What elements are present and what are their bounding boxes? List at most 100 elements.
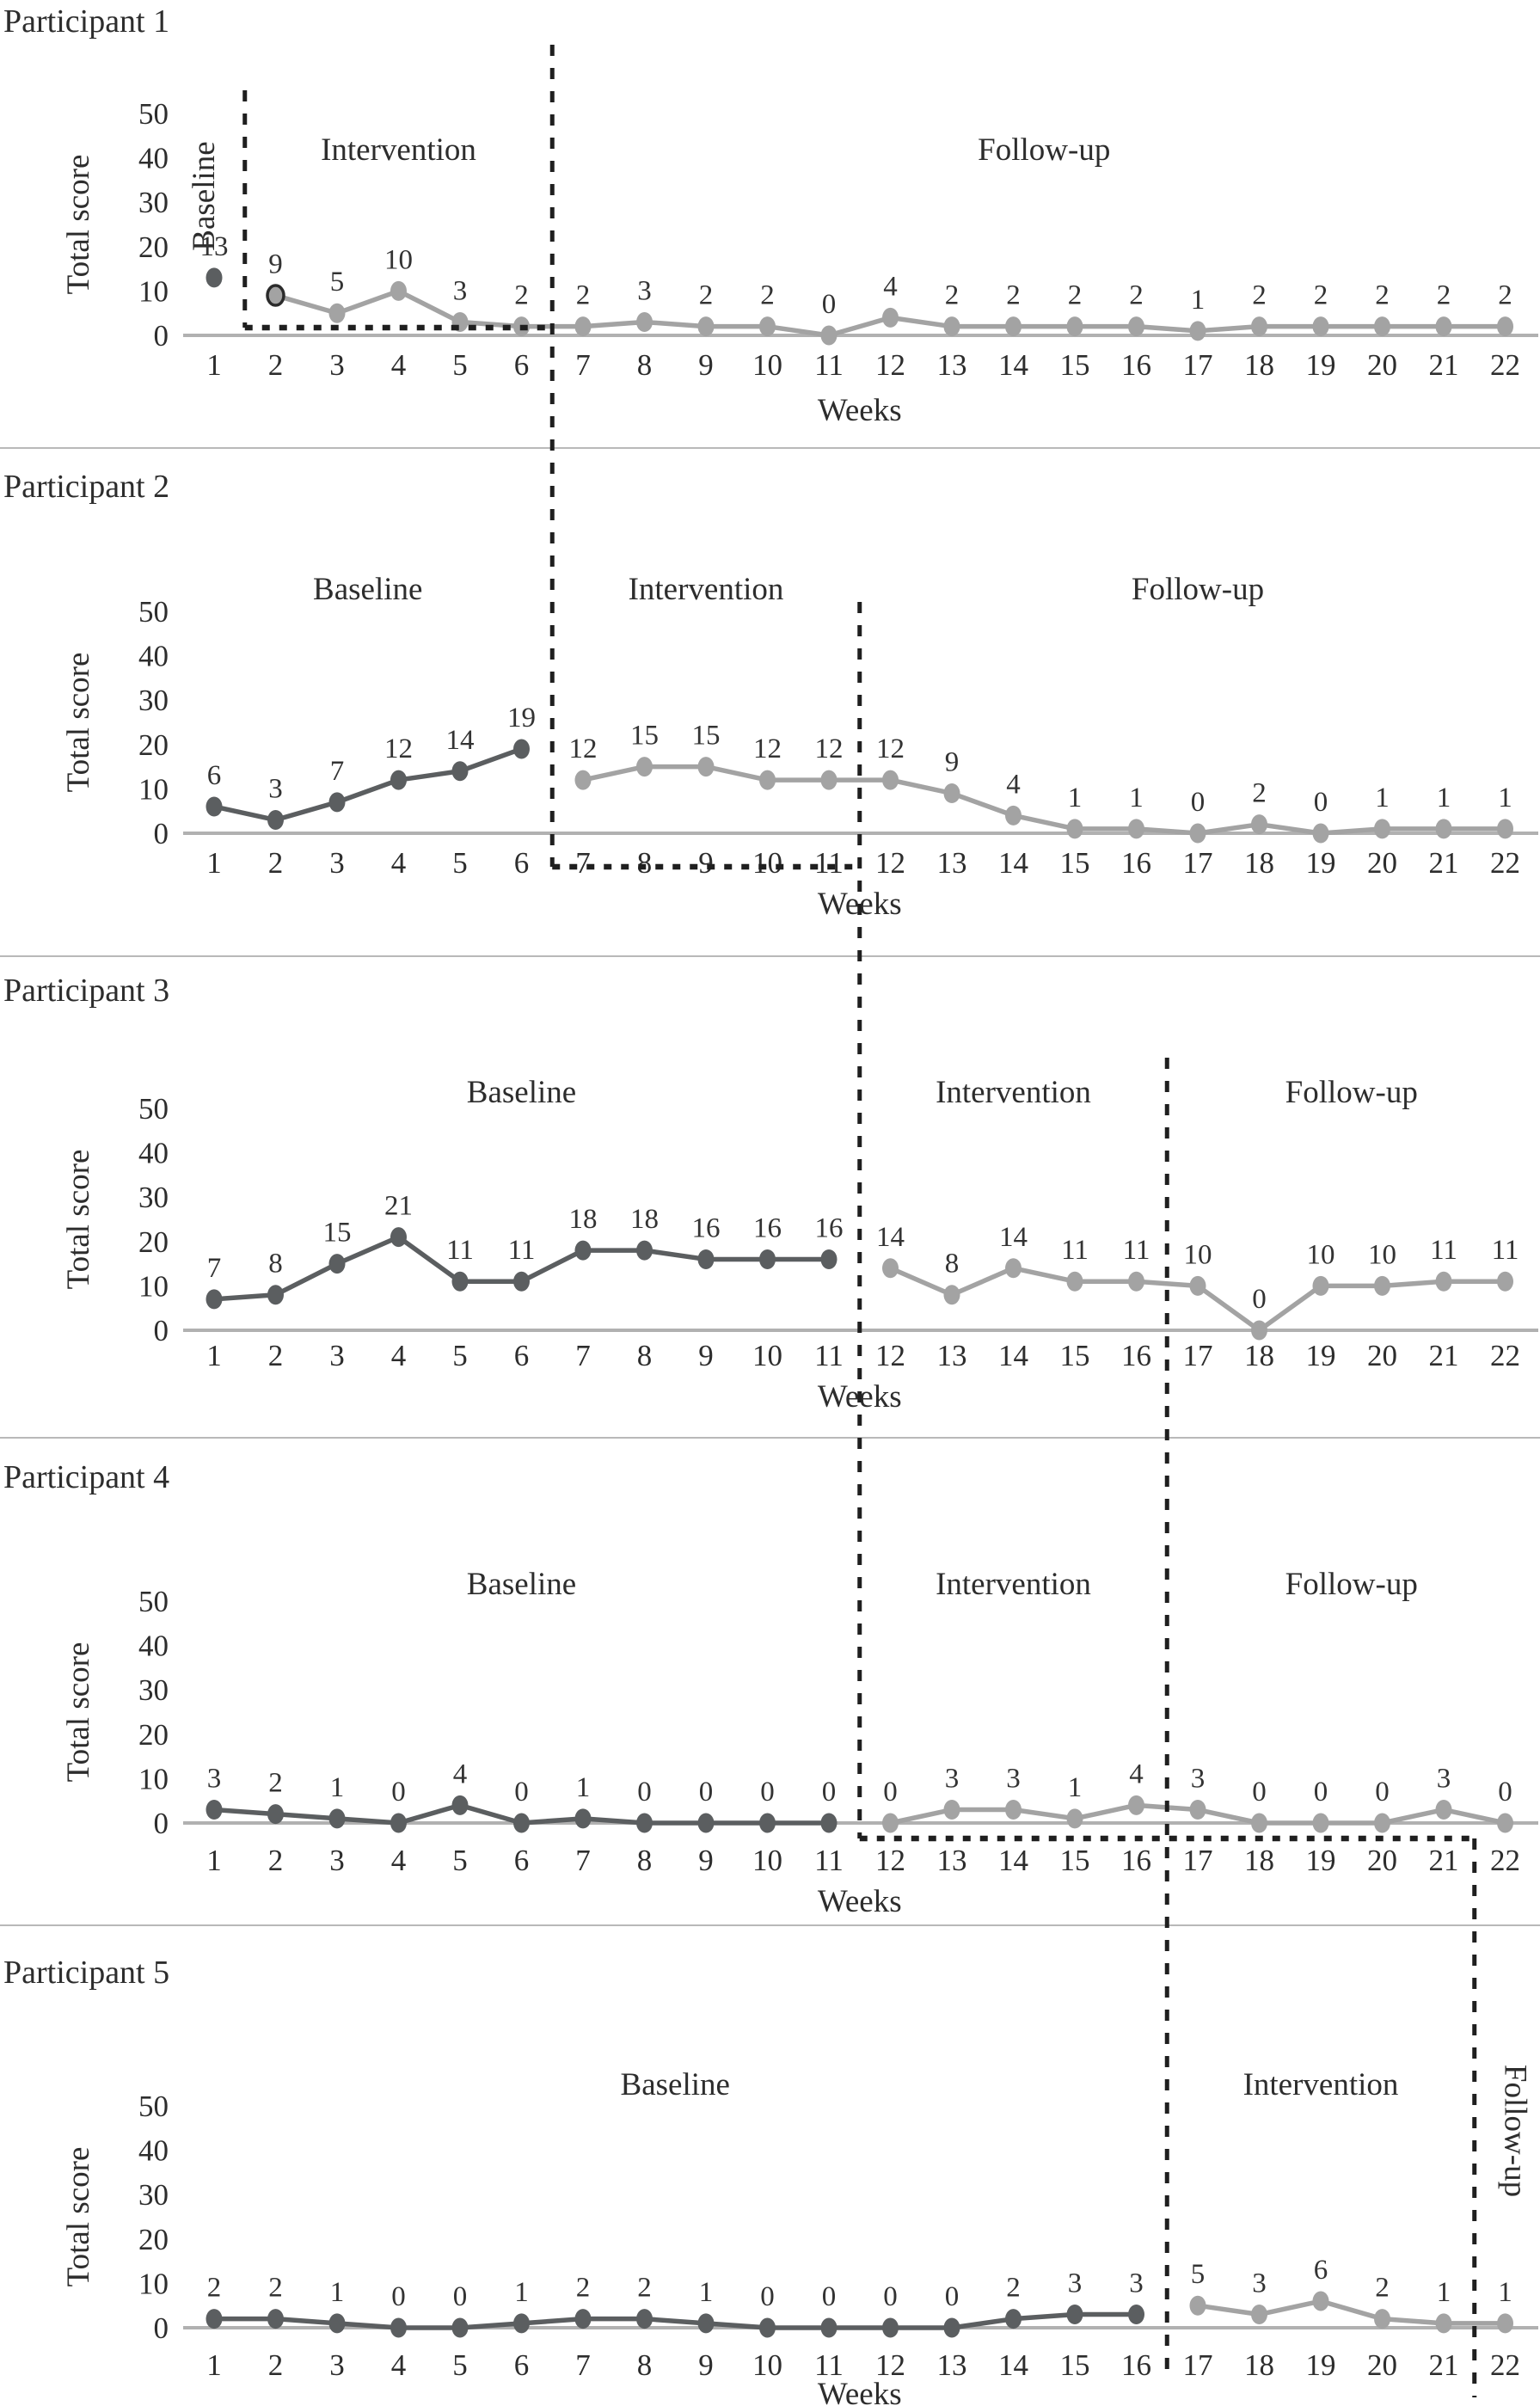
x-tick-label: 12: [875, 846, 905, 880]
post-series-point: [943, 1285, 960, 1305]
post-series-point: [1374, 1813, 1390, 1833]
baseline-series-point: [820, 2317, 837, 2338]
data-value-label: 2: [699, 280, 714, 311]
data-value-label: 1: [330, 1772, 345, 1803]
data-value-label: 11: [1123, 1235, 1150, 1266]
post-series-point: [1497, 1271, 1513, 1292]
data-value-label: 6: [1314, 2255, 1328, 2286]
x-tick-label: 15: [1060, 846, 1090, 880]
x-tick-label: 18: [1244, 348, 1274, 382]
post-series-point: [943, 783, 960, 804]
data-value-label: 12: [753, 733, 782, 764]
data-value-label: 2: [1068, 280, 1083, 311]
data-value-label: 2: [514, 280, 529, 311]
y-tick-label: 40: [138, 142, 169, 175]
x-tick-label: 11: [814, 2348, 844, 2382]
x-tick-label: 19: [1306, 846, 1336, 880]
baseline-series-point: [697, 2313, 715, 2334]
data-value-label: 14: [446, 725, 475, 756]
data-value-label: 0: [822, 2281, 837, 2312]
data-value-label: 15: [692, 721, 721, 752]
x-tick-label: 21: [1429, 1844, 1459, 1877]
data-value-label: 1: [1068, 783, 1083, 813]
x-tick-label: 20: [1367, 2348, 1397, 2382]
x-tick-label: 15: [1060, 1339, 1090, 1372]
baseline-series-line: [212, 2311, 1139, 2330]
data-value-label: 10: [1307, 1239, 1335, 1270]
post-series-point: [1435, 1800, 1452, 1820]
post-series-point: [1066, 1271, 1083, 1292]
data-value-label: 4: [453, 1758, 468, 1789]
post-series-point: [1005, 1800, 1022, 1820]
x-tick-label: 19: [1306, 1339, 1336, 1372]
data-value-label: 9: [945, 747, 960, 778]
x-tick-label: 1: [206, 1844, 222, 1877]
data-value-label: 8: [945, 1249, 960, 1280]
x-tick-label: 9: [698, 2348, 714, 2382]
data-value-label: 2: [207, 2273, 222, 2304]
x-tick-label: 6: [514, 1844, 530, 1877]
x-tick-label: 5: [452, 1339, 468, 1372]
y-tick-label: 10: [138, 2267, 169, 2300]
data-value-label: 16: [815, 1212, 844, 1243]
data-value-label: 0: [1191, 787, 1206, 818]
post-series-point: [1251, 1320, 1267, 1341]
x-tick-label: 17: [1183, 2348, 1213, 2382]
x-tick-label: 15: [1060, 2348, 1090, 2382]
phase-label: Follow-up: [1285, 1567, 1418, 1602]
x-tick-label: 22: [1490, 846, 1520, 880]
y-axis-title: Total score: [61, 1150, 96, 1290]
post-series-point: [1497, 316, 1513, 337]
phase-label: Intervention: [936, 1567, 1091, 1602]
baseline-series-point: [1005, 2309, 1022, 2329]
post-series-point: [266, 284, 285, 307]
data-value-label: 10: [1184, 1239, 1212, 1270]
x-tick-label: 22: [1490, 348, 1520, 382]
post-series-line: [1195, 2299, 1508, 2326]
x-tick-label: 7: [575, 846, 591, 880]
baseline-series-point: [574, 2309, 592, 2329]
post-series-point: [574, 770, 592, 790]
post-series-point: [882, 1258, 899, 1279]
x-tick-label: 18: [1244, 1844, 1274, 1877]
x-tick-label: 6: [514, 348, 530, 382]
phase-label-vertical: Follow-up: [1498, 2065, 1533, 2197]
data-value-label: 2: [945, 280, 960, 311]
data-value-label: 14: [876, 1222, 905, 1253]
x-tick-label: 18: [1244, 2348, 1274, 2382]
post-series-point: [1435, 316, 1452, 337]
data-value-label: 1: [514, 2277, 529, 2308]
y-tick-label: 50: [138, 1092, 169, 1126]
x-tick-label: 14: [998, 348, 1028, 382]
x-tick-label: 9: [698, 1339, 714, 1372]
y-tick-label: 30: [138, 186, 169, 219]
post-series-point: [1312, 1275, 1329, 1296]
phase-label: Intervention: [936, 1075, 1091, 1110]
y-tick-label: 20: [138, 1718, 169, 1752]
y-axis-title: Total score: [61, 1642, 96, 1783]
x-tick-label: 11: [814, 1339, 844, 1372]
baseline-series-point: [206, 1800, 223, 1820]
x-tick-label: 8: [637, 1844, 653, 1877]
baseline-series-point: [451, 761, 469, 782]
data-value-label: 8: [268, 1249, 283, 1280]
x-tick-label: 10: [752, 1339, 782, 1372]
x-axis-title: Weeks: [818, 1884, 902, 1919]
baseline-series-point: [390, 770, 407, 790]
data-value-label: 0: [1252, 1777, 1267, 1808]
post-series-point: [1312, 823, 1329, 844]
y-tick-label: 0: [154, 2311, 169, 2345]
post-series-point: [1435, 2313, 1452, 2334]
x-tick-label: 3: [329, 348, 345, 382]
x-axis-title: Weeks: [818, 2377, 902, 2406]
y-tick-label: 10: [138, 772, 169, 806]
y-tick-label: 20: [138, 230, 169, 264]
baseline-series-point: [451, 1271, 469, 1292]
x-tick-label: 4: [391, 2348, 407, 2382]
data-value-label: 18: [630, 1204, 659, 1235]
post-series-point: [1128, 1271, 1144, 1292]
baseline-series-point: [943, 2317, 960, 2338]
